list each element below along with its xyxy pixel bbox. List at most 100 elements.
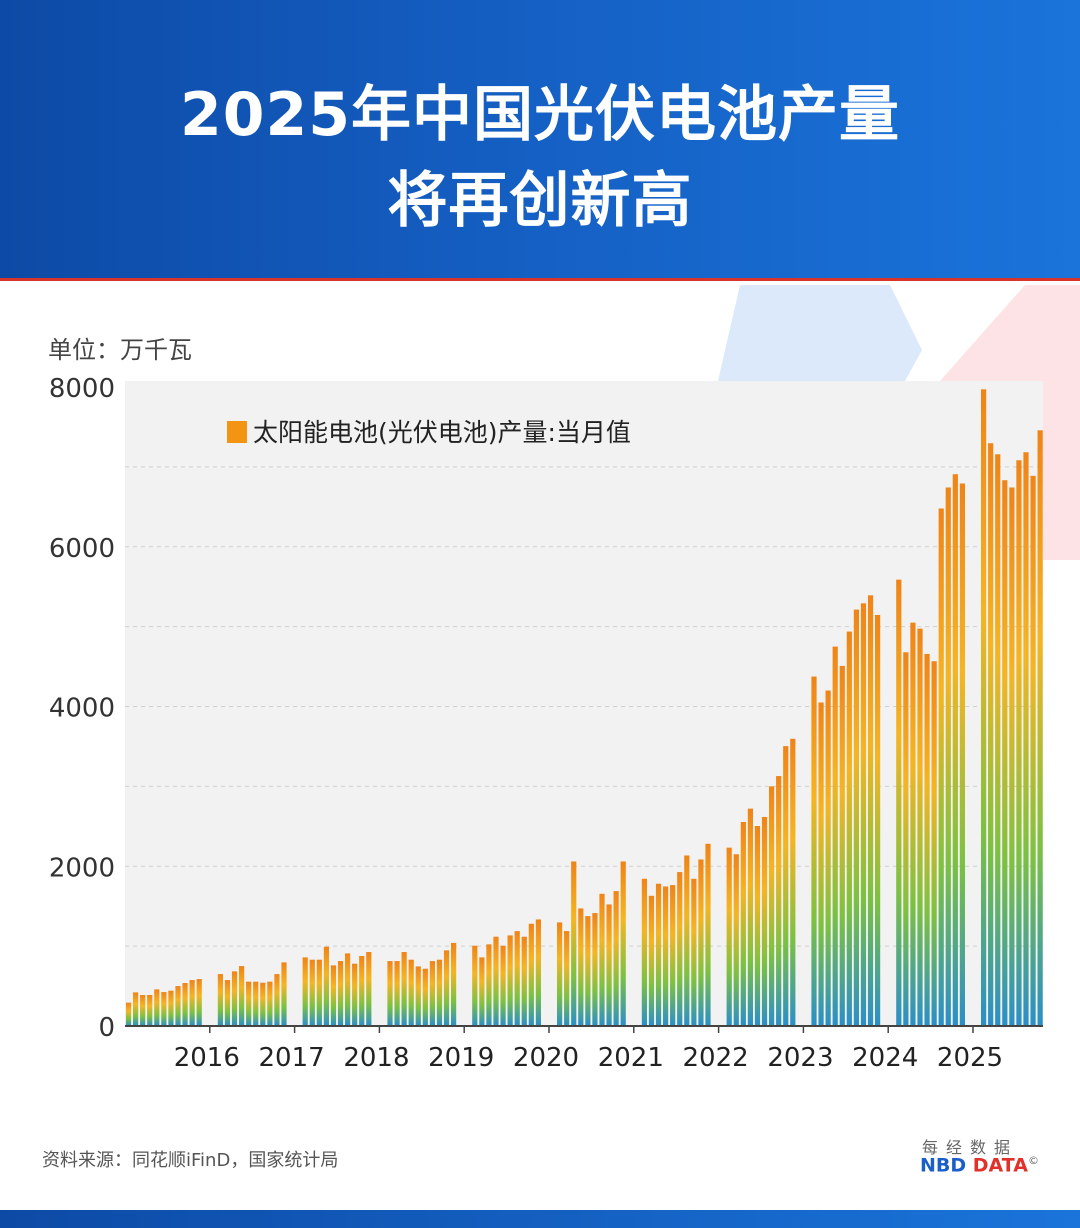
bar-2020-11 xyxy=(620,861,626,1026)
bar-2017-09 xyxy=(352,963,358,1026)
copyright-mark: © xyxy=(1027,1154,1039,1167)
bar-2019-07 xyxy=(507,935,513,1026)
bar-2024-10 xyxy=(952,474,958,1026)
y-tick-label: 6000 xyxy=(49,534,115,564)
bar-2023-08 xyxy=(853,609,859,1026)
bar-2024-06 xyxy=(924,653,930,1026)
bar-2015-08 xyxy=(175,986,181,1026)
bar-2015-02 xyxy=(133,992,139,1026)
bar-2016-09 xyxy=(267,981,273,1026)
bar-2025-02 xyxy=(981,389,987,1026)
title-line-1: 2025年中国光伏电池产量 xyxy=(180,80,900,150)
y-tick-label: 4000 xyxy=(49,694,115,724)
bar-2021-06 xyxy=(670,885,676,1026)
bar-2021-02 xyxy=(641,878,647,1026)
bar-2020-06 xyxy=(585,916,591,1026)
bar-2018-07 xyxy=(422,968,428,1026)
bar-2015-03 xyxy=(140,995,146,1026)
bar-2022-03 xyxy=(733,854,739,1026)
bar-2023-05 xyxy=(832,646,838,1026)
bar-2018-02 xyxy=(387,961,393,1026)
bar-2019-05 xyxy=(493,936,499,1026)
bar-2017-08 xyxy=(345,953,351,1026)
bar-2017-11 xyxy=(366,952,372,1026)
bar-2024-09 xyxy=(945,487,951,1026)
x-tick-label: 2021 xyxy=(598,1043,664,1073)
bar-2022-02 xyxy=(726,847,732,1026)
bar-2021-04 xyxy=(655,883,662,1026)
bar-2024-07 xyxy=(931,661,937,1026)
legend-swatch xyxy=(227,421,247,443)
bar-2021-03 xyxy=(648,895,655,1026)
bar-2023-11 xyxy=(875,614,881,1026)
bar-2016-05 xyxy=(239,966,245,1026)
x-tick-label: 2023 xyxy=(767,1043,833,1073)
footer-bar xyxy=(0,1210,1080,1228)
x-tick-label: 2022 xyxy=(683,1043,749,1073)
title-line-2: 将再创新高 xyxy=(387,166,693,236)
x-tick-label: 2024 xyxy=(852,1043,918,1073)
bar-2024-04 xyxy=(910,622,916,1026)
logo-chinese: 每经数据 xyxy=(922,1138,1019,1157)
bar-2019-11 xyxy=(535,919,541,1026)
bar-2017-04 xyxy=(316,959,322,1026)
bar-2021-05 xyxy=(663,886,669,1026)
x-tick-label: 2017 xyxy=(259,1043,325,1073)
x-tick-label: 2020 xyxy=(513,1043,579,1073)
x-tick-label: 2019 xyxy=(428,1043,494,1073)
bar-2019-04 xyxy=(486,944,492,1026)
bar-2025-03 xyxy=(988,443,994,1026)
source-note: 资料来源：同花顺iFinD，国家统计局 xyxy=(42,1150,339,1171)
y-tick-label: 0 xyxy=(98,1013,115,1043)
logo-nbd-data: NBD DATA© xyxy=(920,1154,1039,1176)
bar-2022-07 xyxy=(761,816,768,1026)
bar-2019-03 xyxy=(479,957,485,1026)
bar-2020-08 xyxy=(599,893,605,1026)
bar-2015-05 xyxy=(154,989,160,1026)
bar-2022-06 xyxy=(754,825,761,1026)
bar-2019-10 xyxy=(528,923,534,1026)
bar-2021-07 xyxy=(677,872,683,1026)
bar-2015-07 xyxy=(168,990,174,1026)
bar-2022-09 xyxy=(776,776,782,1026)
bar-2016-08 xyxy=(260,982,266,1026)
x-tick-label: 2016 xyxy=(174,1043,240,1073)
bar-2018-04 xyxy=(401,952,407,1026)
logo-nbd: NBD xyxy=(920,1154,967,1177)
bar-2024-03 xyxy=(903,652,909,1026)
bar-2016-07 xyxy=(253,981,259,1026)
bar-2025-09 xyxy=(1030,475,1036,1026)
unit-label: 单位：万千瓦 xyxy=(48,336,192,364)
bar-2024-11 xyxy=(959,483,965,1026)
bar-2021-10 xyxy=(698,859,704,1026)
bar-2022-11 xyxy=(790,738,796,1026)
header-banner: 2025年中国光伏电池产量 将再创新高 xyxy=(0,0,1080,281)
plot-area xyxy=(125,381,1043,1026)
bar-2015-10 xyxy=(189,980,195,1026)
bar-2016-03 xyxy=(224,980,231,1026)
bar-2015-01 xyxy=(125,1002,132,1026)
bar-2017-10 xyxy=(359,956,365,1026)
bar-2022-04 xyxy=(740,821,746,1026)
bar-2016-10 xyxy=(274,974,280,1026)
bar-2018-05 xyxy=(408,959,414,1026)
bar-2021-08 xyxy=(684,855,690,1026)
bar-2016-02 xyxy=(217,974,223,1026)
bar-2017-07 xyxy=(337,961,344,1026)
bar-2020-04 xyxy=(571,861,577,1026)
bar-2024-02 xyxy=(896,579,902,1026)
bar-2024-05 xyxy=(917,628,923,1026)
bar-2020-03 xyxy=(564,931,570,1026)
bar-2023-02 xyxy=(811,676,817,1026)
bar-2016-11 xyxy=(281,962,287,1026)
bar-2025-06 xyxy=(1009,487,1015,1026)
bar-2023-03 xyxy=(818,702,824,1026)
bar-2019-02 xyxy=(472,945,478,1026)
bar-2015-09 xyxy=(182,983,188,1026)
bar-2021-09 xyxy=(691,878,697,1026)
bar-2015-06 xyxy=(161,992,167,1026)
bar-2015-11 xyxy=(196,979,202,1026)
bar-2015-04 xyxy=(147,995,153,1026)
bar-2020-09 xyxy=(606,904,612,1026)
